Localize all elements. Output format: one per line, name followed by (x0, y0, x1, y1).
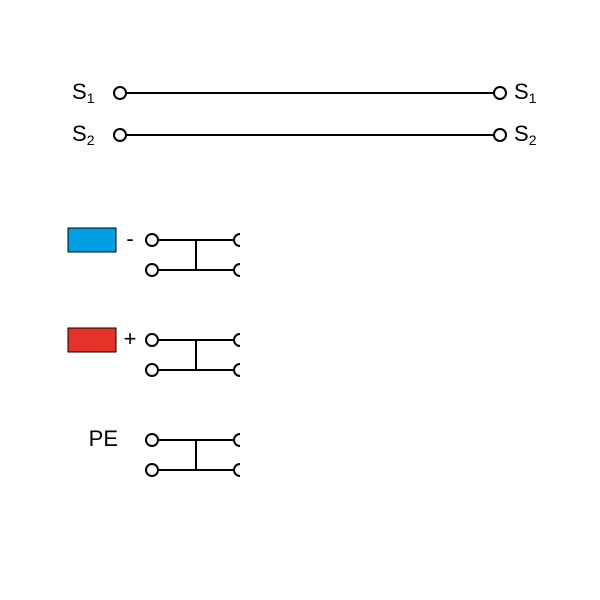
signal-line-S2: S2 S2 (72, 121, 537, 148)
svg-text:S1: S1 (514, 79, 537, 106)
svg-text:PE: PE (89, 426, 118, 451)
signal-line-S1: S1 S1 (72, 79, 537, 106)
svg-text:S2: S2 (72, 121, 95, 148)
svg-text:-: - (126, 226, 133, 251)
terminal-group-2: PE (89, 426, 240, 476)
svg-text:S1: S1 (72, 79, 95, 106)
wiring-diagram: S1 S1 S2 S2 - + PE (0, 0, 600, 600)
svg-text:+: + (124, 326, 137, 351)
svg-text:S2: S2 (514, 121, 537, 148)
terminal-group-1: + (68, 326, 240, 376)
terminal-group-0: - (68, 226, 240, 276)
